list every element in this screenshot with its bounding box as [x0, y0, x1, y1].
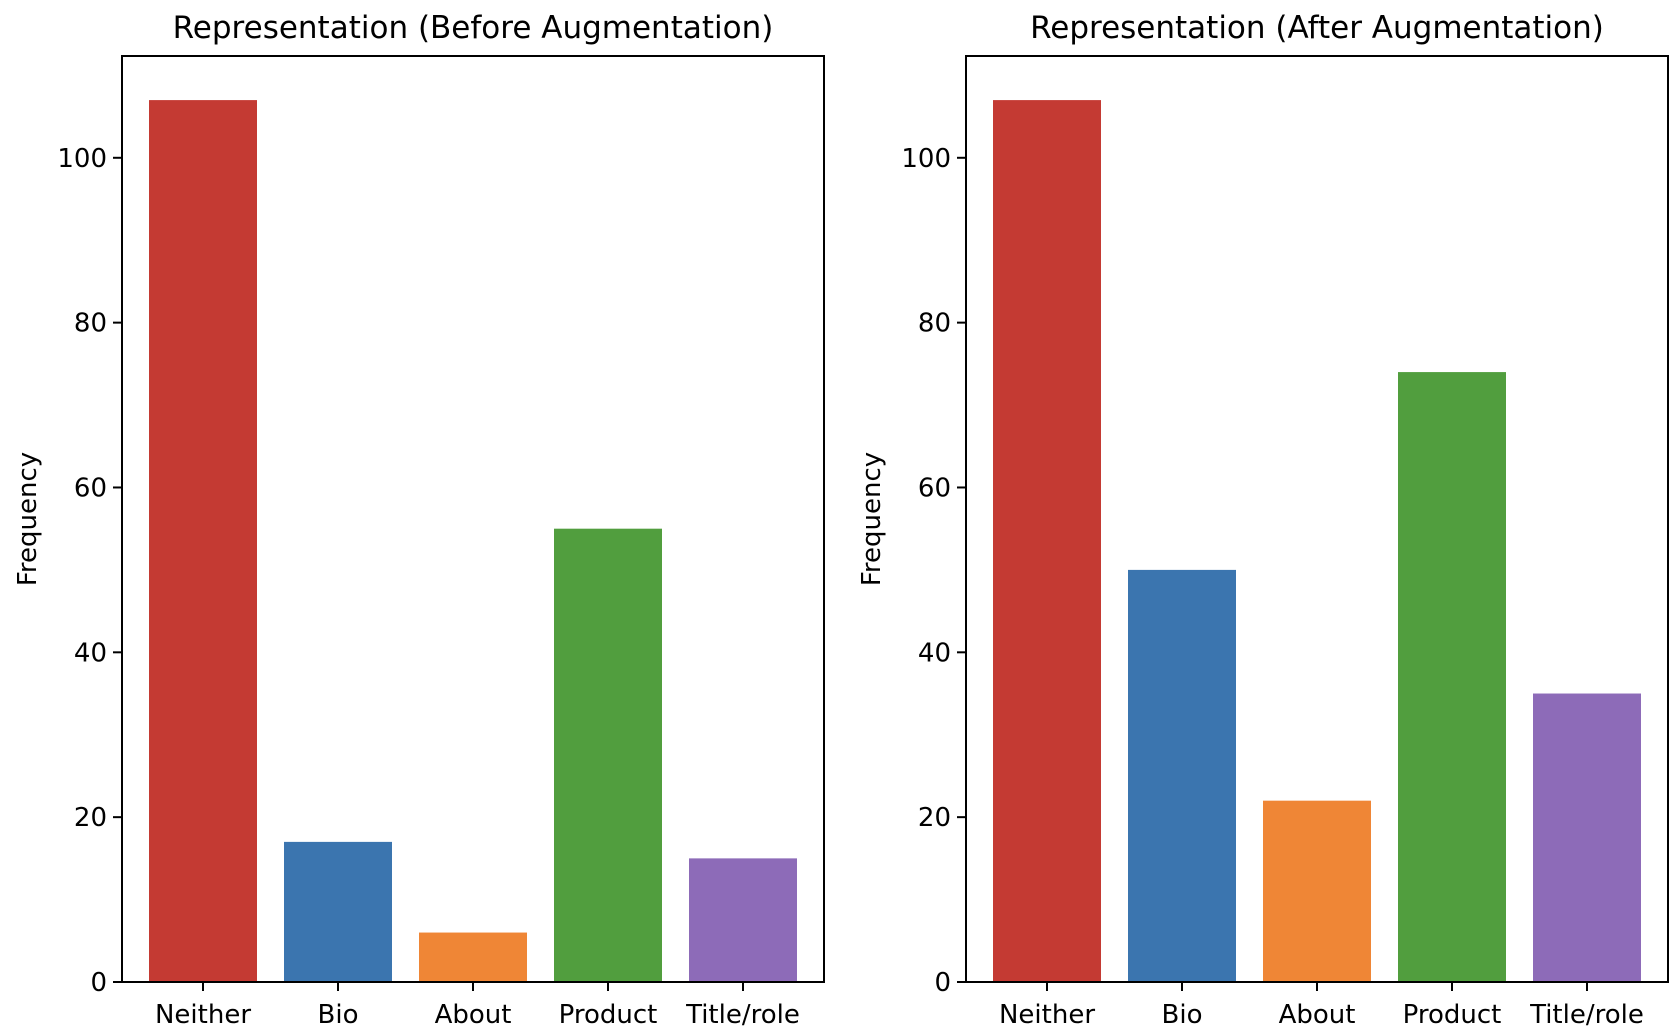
- x-tick-label: About: [1279, 1000, 1356, 1028]
- x-tick-label: Title/role: [1529, 1000, 1644, 1028]
- y-tick-label: 0: [90, 968, 107, 998]
- y-tick-label: 100: [901, 144, 951, 174]
- chart-title: Representation (After Augmentation): [1030, 10, 1604, 46]
- x-tick-label: Neither: [999, 1000, 1095, 1028]
- y-tick-label: 60: [918, 473, 951, 503]
- x-tick-label: Product: [559, 1000, 658, 1028]
- x-tick-label: Bio: [1162, 1000, 1203, 1028]
- y-tick-label: 20: [918, 803, 951, 833]
- chart-title: Representation (Before Augmentation): [173, 10, 774, 46]
- bar-about: [419, 932, 527, 982]
- bar-product: [554, 528, 662, 982]
- bar-neither: [149, 100, 257, 983]
- y-tick-label: 40: [74, 638, 107, 668]
- bar-about: [1263, 800, 1371, 982]
- bar-product: [1398, 372, 1506, 982]
- y-tick-label: 80: [74, 309, 107, 339]
- y-tick-label: 0: [934, 968, 951, 998]
- x-tick-label: Product: [1403, 1000, 1502, 1028]
- y-tick-label: 60: [74, 473, 107, 503]
- bar-bio: [1128, 569, 1236, 982]
- y-tick-label: 40: [918, 638, 951, 668]
- x-tick-label: Neither: [155, 1000, 251, 1028]
- y-axis-label: Frequency: [13, 452, 43, 586]
- y-axis-label: Frequency: [857, 452, 887, 586]
- bar-bio: [284, 841, 392, 982]
- bar-title-role: [1533, 693, 1641, 982]
- x-tick-label: About: [435, 1000, 512, 1028]
- x-tick-label: Title/role: [685, 1000, 800, 1028]
- y-tick-label: 100: [57, 144, 107, 174]
- chart-before-augmentation: 0 20 40 60 80 100 Neither Bio About Product Title/…: [13, 10, 825, 1028]
- chart-after-augmentation: 0 20 40 60 80 100 Neither Bio About Product Title/…: [857, 10, 1669, 1028]
- bar-title-role: [689, 858, 797, 982]
- x-tick-label: Bio: [318, 1000, 359, 1028]
- y-tick-label: 80: [918, 309, 951, 339]
- bar-neither: [993, 100, 1101, 983]
- y-tick-label: 20: [74, 803, 107, 833]
